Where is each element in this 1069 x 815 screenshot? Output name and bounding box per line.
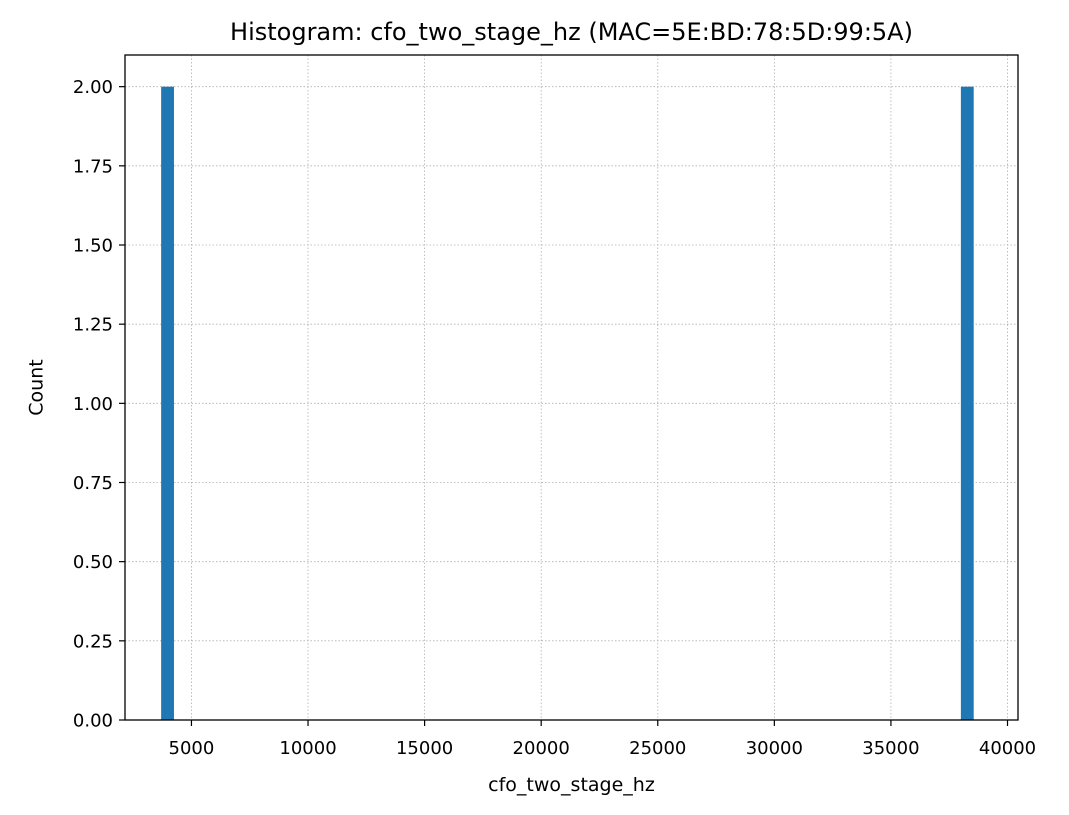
y-tick-label: 0.75 xyxy=(73,473,113,494)
y-tick-label: 1.75 xyxy=(73,156,113,177)
x-axis-ticks: 5000 10000 15000 20000 25000 30000 35000 40000 xyxy=(169,720,1036,759)
y-tick-label: 1.25 xyxy=(73,315,113,336)
x-tick-label: 15000 xyxy=(396,738,453,759)
y-axis-label: Count xyxy=(26,359,48,415)
plot-frame xyxy=(124,54,1019,721)
histogram-bar xyxy=(161,86,174,720)
x-tick-label: 30000 xyxy=(746,738,803,759)
y-tick-label: 0.25 xyxy=(73,631,113,652)
x-tick-label: 10000 xyxy=(279,738,336,759)
x-tick-label: 40000 xyxy=(979,738,1036,759)
x-tick-label: 25000 xyxy=(629,738,686,759)
y-tick-label: 2.00 xyxy=(73,77,113,98)
grid-lines xyxy=(125,55,1018,721)
x-axis-label: cfo_two_stage_hz xyxy=(488,774,655,796)
histogram-bars xyxy=(161,86,974,720)
y-tick-label: 0.00 xyxy=(73,711,113,732)
x-tick-label: 20000 xyxy=(513,738,570,759)
x-tick-label: 35000 xyxy=(862,738,919,759)
y-tick-label: 0.50 xyxy=(73,552,113,573)
histogram-bar xyxy=(960,86,974,720)
y-tick-label: 1.50 xyxy=(73,236,113,257)
y-tick-label: 1.00 xyxy=(73,394,113,415)
y-axis-ticks: 0.00 0.25 0.50 0.75 1.00 1.25 1.50 1.75 2.00 xyxy=(73,77,125,732)
chart-title: Histogram: cfo_two_stage_hz (MAC=5E:BD:7… xyxy=(230,18,913,46)
x-tick-label: 5000 xyxy=(169,738,215,759)
